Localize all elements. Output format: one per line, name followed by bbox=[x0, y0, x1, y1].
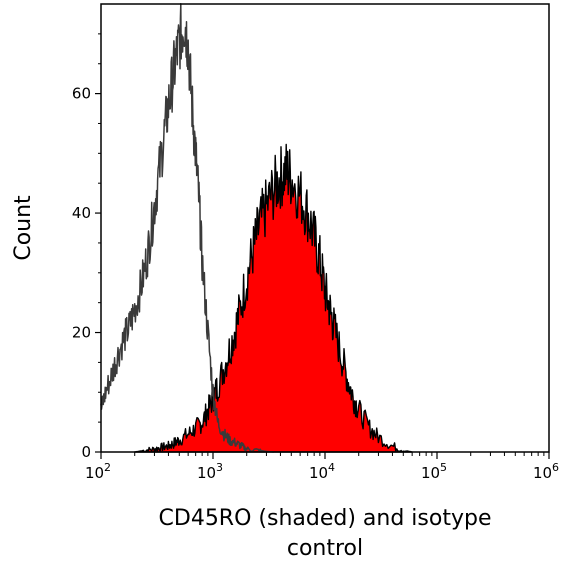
x-tick-label: 102 bbox=[85, 461, 111, 482]
x-axis-title-line-1: CD45RO (shaded) and isotype bbox=[159, 506, 492, 531]
y-tick-label: 0 bbox=[81, 443, 91, 461]
y-tick-label: 60 bbox=[72, 85, 91, 103]
series-layer bbox=[100, 3, 413, 453]
cd45ro-filled-histogram bbox=[134, 143, 413, 453]
y-tick-label: 40 bbox=[72, 204, 91, 222]
y-axis-title: Count bbox=[11, 195, 36, 261]
x-tick-label: 103 bbox=[197, 461, 223, 482]
x-axis-title-line-2: control bbox=[287, 536, 363, 561]
y-tick-label: 20 bbox=[72, 324, 91, 342]
x-tick-label: 105 bbox=[421, 461, 447, 482]
x-tick-label: 106 bbox=[533, 461, 559, 482]
isotype-control-histogram bbox=[100, 3, 275, 453]
x-tick-label: 104 bbox=[309, 461, 335, 482]
axis-layer: 0 20 40 60 102 103 104 105 106 bbox=[72, 33, 559, 482]
